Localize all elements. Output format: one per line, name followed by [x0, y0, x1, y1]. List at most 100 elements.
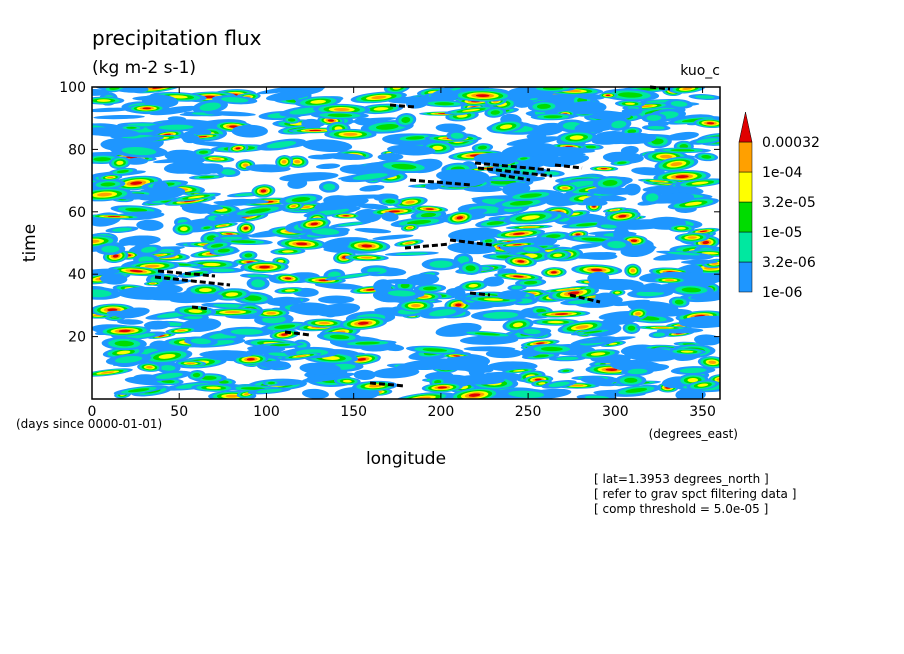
field-blob	[519, 157, 528, 160]
field-blob	[386, 151, 392, 154]
field-blob	[217, 248, 231, 253]
field-blob	[400, 283, 410, 289]
field-blob	[318, 321, 331, 325]
field-blob	[220, 169, 236, 176]
field-blob	[538, 382, 546, 385]
field-blob	[670, 149, 695, 152]
field-blob	[463, 186, 504, 193]
field-blob	[491, 176, 527, 180]
field-blob	[114, 340, 134, 347]
field-blob	[576, 223, 598, 227]
field-blob	[169, 293, 224, 304]
field-blob	[291, 197, 311, 202]
field-blob	[199, 175, 215, 179]
field-blob	[202, 262, 221, 267]
field-blob	[675, 175, 689, 179]
field-blob	[401, 117, 411, 123]
field-blob	[220, 236, 243, 240]
field-blob	[361, 244, 373, 248]
field-blob	[327, 113, 353, 118]
field-blob	[565, 101, 607, 115]
field-blob	[582, 196, 604, 206]
field-blob	[267, 381, 276, 385]
field-blob	[385, 199, 396, 204]
field-blob	[518, 176, 546, 183]
field-blob	[660, 193, 695, 204]
field-blob	[624, 377, 638, 383]
field-blob	[244, 253, 253, 258]
field-blob	[517, 260, 525, 263]
field-blob	[203, 226, 211, 230]
field-blob	[158, 353, 176, 359]
field-blob	[208, 268, 236, 273]
field-blob	[625, 102, 636, 105]
field-blob	[424, 371, 454, 380]
field-blob	[377, 153, 404, 161]
field-blob	[266, 311, 277, 315]
chart-subtitle: (kg m-2 s-1)	[92, 58, 196, 78]
field-blob	[587, 278, 644, 291]
field-blob	[396, 358, 454, 371]
field-blob	[578, 336, 636, 344]
x-units: (degrees_east)	[649, 427, 738, 441]
colorbar-swatch	[738, 171, 753, 203]
field-blob	[630, 268, 636, 273]
field-blob	[158, 124, 194, 130]
field-blob	[411, 304, 421, 308]
field-blob	[373, 107, 389, 111]
plot-frame	[91, 86, 721, 400]
field-blob	[535, 342, 545, 345]
field-blob	[357, 358, 367, 361]
x-tick-label: 100	[253, 404, 280, 420]
field-blob	[456, 216, 464, 220]
field-blob	[624, 348, 679, 362]
field-blob	[497, 290, 527, 300]
field-blob	[318, 295, 355, 304]
field-blob	[281, 159, 287, 164]
field-blob	[587, 187, 639, 195]
colorbar-label: 1e-04	[762, 165, 802, 181]
field-blob	[269, 343, 291, 347]
field-blob	[198, 150, 209, 154]
field-blob	[129, 269, 143, 273]
field-blob	[92, 212, 122, 227]
field-blob	[618, 214, 627, 218]
field-blob	[167, 155, 206, 165]
field-blob	[634, 312, 642, 316]
field-blob	[546, 234, 561, 239]
field-blob	[107, 308, 118, 312]
field-blob	[541, 154, 590, 168]
field-blob	[221, 97, 249, 103]
field-blob	[407, 226, 413, 229]
x-tick-label: 150	[340, 404, 367, 420]
field-blob	[602, 180, 618, 186]
field-blob	[96, 99, 111, 102]
field-blob	[561, 186, 569, 190]
field-blob	[429, 309, 457, 317]
field-blob	[315, 163, 341, 170]
field-blob	[654, 327, 670, 329]
field-blob	[204, 111, 256, 117]
field-blob	[201, 375, 217, 380]
field-blob	[569, 135, 584, 140]
y-axis-label: time	[20, 224, 40, 262]
field-blob	[696, 138, 719, 144]
field-blob	[230, 240, 257, 244]
field-blob	[670, 101, 688, 107]
field-blob	[583, 330, 603, 334]
field-blob	[149, 105, 199, 116]
field-blob	[523, 280, 538, 285]
field-blob	[447, 242, 496, 255]
field-blob	[256, 87, 317, 95]
field-blob	[244, 295, 262, 301]
y-units: (days since 0000-01-01)	[16, 417, 162, 431]
field-blob	[357, 321, 369, 325]
field-blob	[322, 238, 350, 251]
field-blob	[547, 320, 564, 324]
field-blob	[205, 167, 224, 174]
field-blob	[406, 220, 432, 225]
field-blob	[605, 368, 618, 371]
field-blob	[260, 360, 291, 369]
field-blob	[310, 222, 319, 226]
